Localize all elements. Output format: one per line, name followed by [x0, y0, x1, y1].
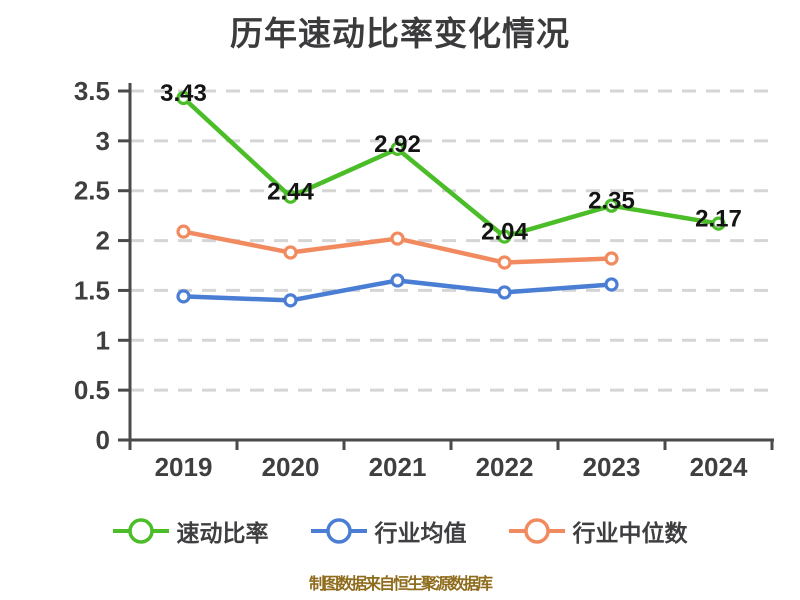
data-point	[497, 255, 512, 270]
data-point	[711, 216, 726, 231]
y-tick-label: 2	[96, 226, 110, 256]
data-point	[176, 224, 191, 239]
legend-label: 行业中位数	[572, 520, 688, 546]
data-label: 3.43	[160, 80, 207, 107]
series-2	[176, 224, 619, 270]
legend-marker-icon	[112, 518, 169, 544]
y-tick-label: 0	[96, 425, 110, 455]
y-tick-label: 1	[96, 325, 110, 355]
data-label: 2.92	[374, 131, 421, 158]
legend-marker-icon	[310, 518, 367, 544]
legend-item-0[interactable]: 速动比率	[112, 514, 269, 548]
data-point	[604, 251, 619, 266]
data-point	[390, 273, 405, 288]
series-0	[176, 90, 726, 244]
legend-item-1[interactable]: 行业均值	[310, 514, 467, 548]
data-label: 2.35	[588, 188, 635, 215]
data-labels-series-0: 3.43 2.44 2.92 2.04 2.35 2.17	[160, 80, 742, 246]
x-tick-label: 2024	[690, 452, 748, 482]
data-point	[604, 277, 619, 292]
axes: 0 0.5 1 1.5 2 2.5 3 3.5 2019 2020 2021 2022 2023 2024	[74, 76, 774, 482]
y-tick-label: 2.5	[74, 176, 110, 206]
data-point	[497, 285, 512, 300]
x-tick-label: 2020	[262, 452, 320, 482]
data-point	[390, 231, 405, 246]
legend-marker-icon	[508, 518, 565, 544]
y-tick-label: 3.5	[74, 76, 110, 106]
x-tick-label: 2023	[583, 452, 641, 482]
data-point	[390, 141, 405, 156]
x-tick-label: 2022	[476, 452, 534, 482]
data-label: 2.17	[695, 206, 742, 233]
y-tick-label: 3	[96, 126, 110, 156]
data-point	[176, 289, 191, 304]
data-label: 2.04	[481, 219, 528, 246]
data-point	[604, 198, 619, 213]
legend-label: 速动比率	[176, 520, 269, 546]
data-point	[176, 90, 191, 106]
x-tick-label: 2021	[369, 452, 427, 482]
chart-title: 历年速动比率变化情况	[230, 15, 570, 52]
y-tick-label: 1.5	[74, 275, 110, 305]
data-point	[283, 245, 298, 260]
source-caption: 制图数据来自恒生聚源数据库	[308, 576, 493, 593]
chart-canvas: 0 0.5 1 1.5 2 2.5 3 3.5 2019 2020 2021 2022 2023 2024…	[74, 76, 774, 482]
legend-item-2[interactable]: 行业中位数	[508, 514, 688, 548]
data-point	[283, 293, 298, 308]
legend-label: 行业均值	[374, 520, 467, 546]
data-label: 2.44	[267, 179, 314, 206]
data-point	[283, 189, 298, 204]
legend: 速动比率 行业均值 行业中位数	[0, 514, 800, 548]
series-1	[176, 273, 619, 308]
data-point	[497, 229, 512, 244]
y-tick-label: 0.5	[74, 375, 110, 405]
x-tick-label: 2019	[155, 452, 213, 482]
